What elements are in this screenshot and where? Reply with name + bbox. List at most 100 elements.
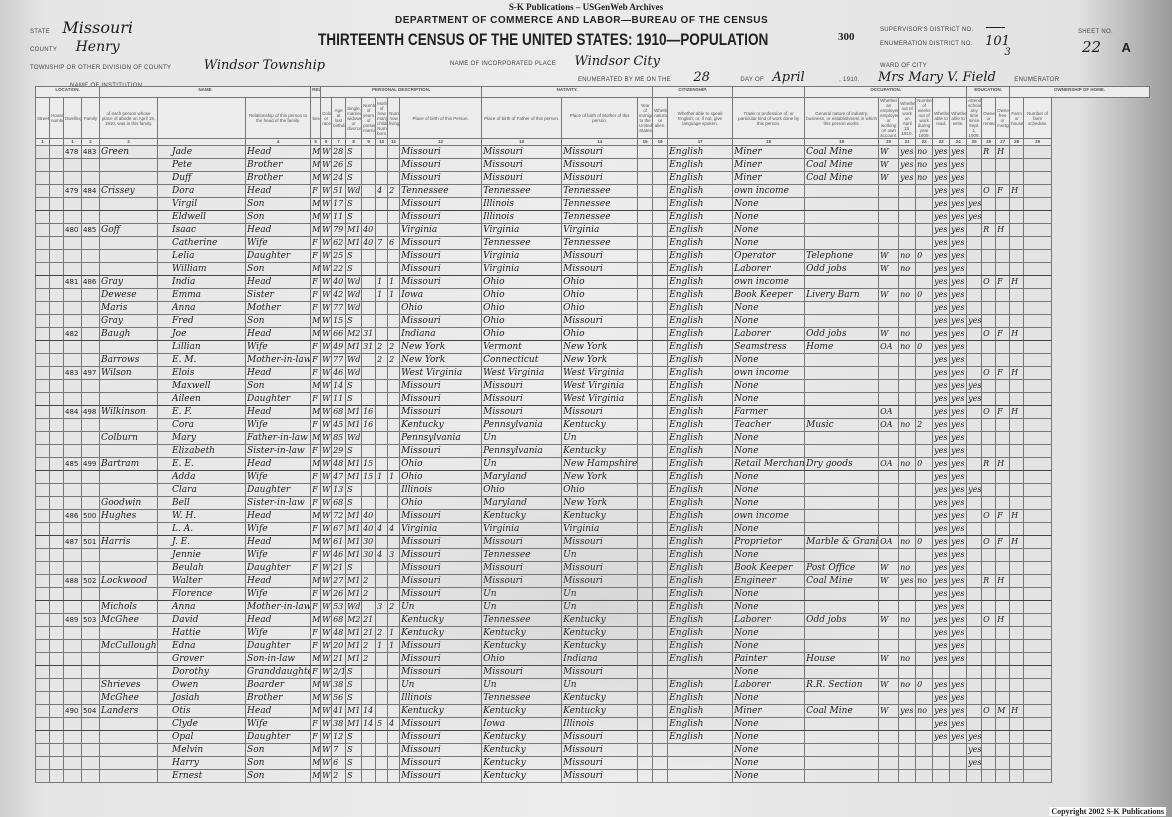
free-mortgaged [995,561,1011,575]
race: W [320,535,333,549]
age: 13 [331,483,347,497]
street [35,197,50,211]
street [35,470,50,484]
marital-status: M2 [345,613,363,627]
census-row: DorothyGranddaughterFW2/12SMissouriMisso… [35,665,1150,679]
dwelling-number [63,548,82,562]
can-read: yes [932,730,951,744]
farm-house [1009,249,1025,263]
relation: Boarder [245,678,312,692]
house-number [49,171,64,185]
column-number: 4 [245,138,312,146]
family-number [80,392,101,406]
immigration-year [637,639,654,653]
mother-birthplace: Ohio [561,288,639,302]
sex: F [310,548,322,562]
marital-status: S [345,171,363,185]
farm-house [1009,522,1025,536]
column-group-5: CITIZENSHIP. [652,86,734,98]
owned-rented: O [981,366,997,380]
sex: F [310,496,322,510]
birthplace: Missouri [399,730,483,744]
dwelling-number [63,288,82,302]
farm-schedule [1023,678,1053,692]
school: yes [966,392,983,406]
mother-birthplace: Kentucky [561,444,639,458]
marital-status: S [345,756,363,770]
father-birthplace: Un [481,457,563,471]
family-number: 498 [80,405,101,419]
occupation: Miner [732,158,806,172]
house-number [49,561,64,575]
archive-banner: S-K Publications – USGenWeb Archives [508,2,664,12]
column-number: 19 [804,138,880,146]
surname: McGhee [99,691,159,705]
birthplace: Kentucky [399,704,483,718]
farm-house [1009,171,1025,185]
birthplace: Iowa [399,288,483,302]
enumeration-district: Enumeration District No. 101 3 [880,34,1011,58]
can-write [949,743,968,757]
school [966,626,983,640]
relation: Mother-in-law [245,600,312,614]
father-birthplace: Kentucky [481,639,563,653]
weeks-out-of-work [915,509,934,523]
age: 28 [331,145,347,159]
sex: M [310,691,322,705]
given-name: Emma [157,288,247,302]
family-number [80,249,101,263]
race: W [320,756,333,770]
farm-house [1009,314,1025,328]
children-living [387,678,401,692]
father-birthplace: Tennessee [481,548,563,562]
age: 77 [331,353,347,367]
column-header: Number of farm schedule. [1023,97,1053,139]
can-read: yes [932,535,951,549]
race: W [320,665,333,679]
house-number [49,301,64,315]
immigration-year [637,392,654,406]
immigration-year [637,743,654,757]
sex: M [310,145,322,159]
language: English [667,535,734,549]
immigration-year [637,717,654,731]
dwelling-number: 483 [63,366,82,380]
mother-birthplace: Un [561,587,639,601]
sex: F [310,275,322,289]
children-born [375,509,389,523]
school [966,522,983,536]
street [35,509,50,523]
column-number: 8 [345,138,363,146]
column-number: 10 [375,138,389,146]
column-number: 20 [878,138,900,146]
birthplace: Missouri [399,262,483,276]
employment-class [878,379,900,393]
mother-birthplace: Un [561,600,639,614]
language: English [667,392,734,406]
given-name: Jade [157,145,247,159]
family-number [80,600,101,614]
children-living [387,769,401,783]
father-birthplace: Un [481,678,563,692]
occupation: None [732,600,806,614]
can-read: yes [932,587,951,601]
dwelling-number [63,353,82,367]
sex: M [310,327,322,341]
sex: F [310,184,322,198]
birthplace: New York [399,340,483,354]
immigration-year [637,197,654,211]
farm-schedule [1023,418,1053,432]
children-born [375,678,389,692]
sex: M [310,405,322,419]
given-name: E. F. [157,405,247,419]
column-number: 14 [561,138,639,146]
employment-class: W [878,171,900,185]
naturalization [652,327,669,341]
census-row: 478 483 Green Jade Head M W 28 S Missouri Missouri… [35,145,1150,159]
dwelling-number: 479 [63,184,82,198]
can-write [949,756,968,770]
farm-schedule [1023,704,1053,718]
immigration-year [637,457,654,471]
years-married: 30 [361,548,377,562]
column-header: Farm or house. [1009,97,1025,139]
